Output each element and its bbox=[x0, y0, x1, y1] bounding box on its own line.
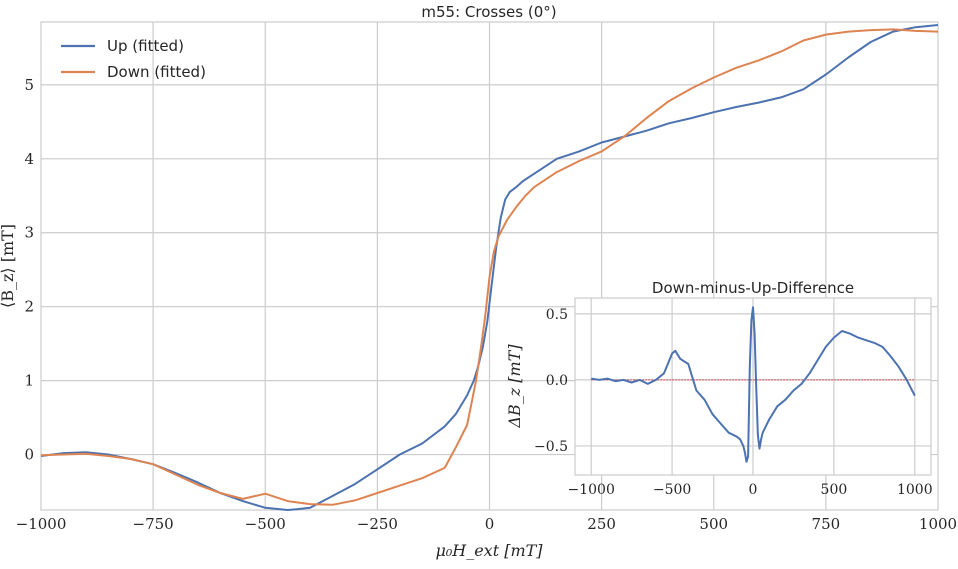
main-series-layer bbox=[40, 24, 939, 511]
main-series-line-0 bbox=[40, 24, 939, 511]
inset-y-tick-label: 0.0 bbox=[546, 373, 568, 389]
inset-y-tick-label: 0.5 bbox=[546, 307, 568, 323]
inset-chart-title: Down-minus-Up-Difference bbox=[652, 279, 854, 297]
inset-y-tick-label: −0.5 bbox=[534, 439, 568, 455]
legend: Up (fitted) Down (fitted) bbox=[61, 37, 206, 81]
main-x-tick-label: 0 bbox=[485, 515, 495, 533]
main-plot-frame bbox=[40, 21, 939, 511]
legend-label-up: Up (fitted) bbox=[107, 37, 184, 55]
inset-plot-frame bbox=[574, 297, 932, 476]
main-x-tick-label: −500 bbox=[245, 515, 286, 533]
main-chart-title: m55: Crosses (0°) bbox=[421, 3, 556, 21]
main-y-tick-label: 0 bbox=[24, 446, 34, 464]
main-x-tick-label: 500 bbox=[699, 515, 728, 533]
inset-y-axis-label: ΔB_z [mT] bbox=[505, 344, 524, 429]
main-tick-labels: −1000 −750 −500 −250 0 250 500 750 1000 0 1 2 3 4 5 bbox=[16, 76, 957, 533]
inset-tick-labels: −1000 −500 0 500 1000 −0.5 0.0 0.5 bbox=[534, 307, 933, 498]
main-y-tick-label: 4 bbox=[24, 150, 34, 168]
main-y-tick-label: 5 bbox=[24, 76, 34, 94]
main-x-tick-label: −750 bbox=[133, 515, 174, 533]
main-y-axis-label: ⟨B_z⟩ [mT] bbox=[0, 224, 17, 308]
inset-x-tick-label: 1000 bbox=[897, 482, 933, 498]
main-y-tick-label: 1 bbox=[24, 372, 34, 390]
main-y-tick-label: 3 bbox=[24, 224, 34, 242]
legend-label-down: Down (fitted) bbox=[107, 63, 206, 81]
main-x-tick-label: −250 bbox=[357, 515, 398, 533]
inset-series-layer bbox=[591, 306, 916, 463]
main-x-tick-label: 1000 bbox=[919, 515, 957, 533]
main-x-axis-label: μ₀H_ext [mT] bbox=[435, 541, 543, 560]
inset-x-tick-label: 0 bbox=[749, 482, 758, 498]
inset-x-tick-label: 500 bbox=[821, 482, 848, 498]
inset-x-tick-label: −500 bbox=[653, 482, 691, 498]
main-x-tick-label: 250 bbox=[587, 515, 616, 533]
inset-x-tick-label: −1000 bbox=[568, 482, 615, 498]
main-y-tick-label: 2 bbox=[24, 298, 34, 316]
inset-chart: −1000 −500 0 500 1000 −0.5 0.0 0.5 Down-minus-U… bbox=[505, 279, 933, 498]
main-x-tick-label: 750 bbox=[812, 515, 841, 533]
inset-series-line-0 bbox=[591, 306, 916, 463]
main-series-line-1 bbox=[40, 28, 939, 506]
main-x-tick-label: −1000 bbox=[16, 515, 67, 533]
